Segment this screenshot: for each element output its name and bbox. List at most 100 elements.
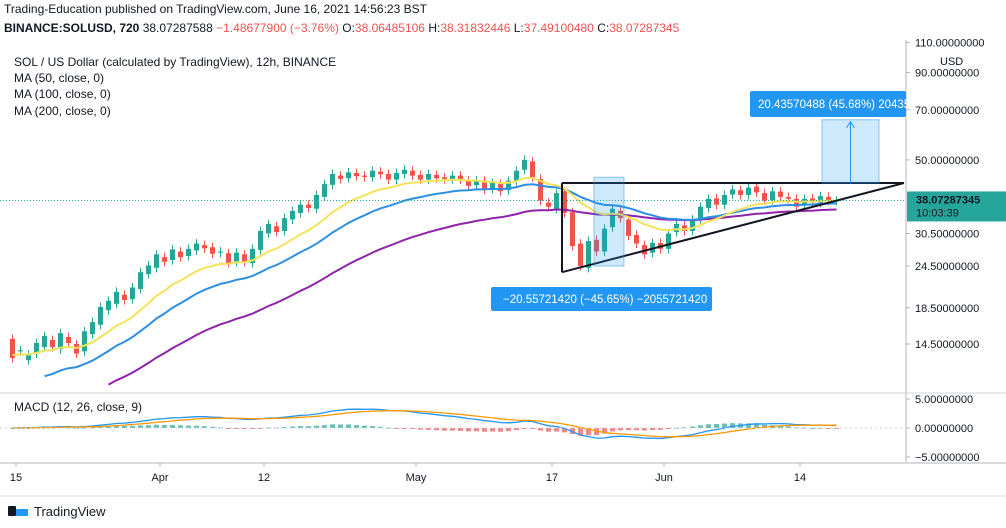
- x-tick-label: 14: [794, 472, 806, 484]
- macd-histogram-bar: [322, 425, 327, 428]
- macd-histogram-bar: [114, 425, 119, 428]
- candle-body: [466, 180, 471, 186]
- macd-tick-label: 0.00000000: [915, 423, 973, 435]
- macd-histogram-bar: [338, 424, 343, 428]
- candle-body: [202, 245, 207, 249]
- x-tick-label: Jun: [655, 472, 673, 484]
- macd-histogram-bar: [162, 424, 167, 428]
- x-tick-label: May: [406, 472, 427, 484]
- macd-histogram-bar: [514, 428, 519, 431]
- macd-histogram-bar: [466, 428, 471, 432]
- candle-body: [370, 170, 375, 178]
- candle-body: [354, 172, 359, 177]
- macd-histogram-bar: [826, 428, 831, 429]
- candle-body: [66, 336, 71, 343]
- candle-body: [746, 187, 751, 195]
- candle-body: [274, 226, 279, 232]
- triangle-support-line: [561, 182, 905, 274]
- macd-histogram-bar: [626, 428, 631, 431]
- candle-body: [42, 336, 47, 348]
- candle-body: [266, 223, 271, 234]
- candle-body: [418, 174, 423, 180]
- drop-measure-box: [593, 176, 625, 267]
- candle-body: [490, 183, 495, 189]
- macd-histogram-bar: [266, 427, 271, 429]
- candle-body: [154, 254, 159, 268]
- macd-histogram-bar: [778, 425, 783, 428]
- macd-histogram-bar: [146, 425, 151, 428]
- macd-histogram-bar: [138, 425, 143, 428]
- legend-ma50[interactable]: MA (50, close, 0): [14, 71, 105, 85]
- candle-body: [482, 180, 487, 190]
- macd-histogram-bar: [106, 426, 111, 428]
- macd-histogram-bar: [682, 427, 687, 429]
- candle-body: [826, 196, 831, 201]
- legend-title: SOL / US Dollar (calculated by TradingVi…: [14, 55, 337, 69]
- candle-body: [754, 186, 759, 193]
- macd-histogram-bar: [714, 424, 719, 428]
- y-tick-label: 90.00000000: [915, 68, 979, 80]
- macd-histogram-bar: [82, 427, 87, 429]
- candle-body: [362, 175, 367, 177]
- candle-body: [18, 350, 23, 352]
- candle-body: [186, 248, 191, 257]
- macd-histogram-bar: [186, 425, 191, 428]
- macd-histogram-bar: [530, 428, 535, 429]
- candle-body: [442, 177, 447, 179]
- candle-body: [410, 170, 415, 176]
- last-price-tag: [907, 191, 1006, 222]
- target-label-box: [750, 91, 906, 117]
- macd-histogram-bar: [754, 423, 759, 428]
- macd-histogram-bar: [210, 426, 215, 428]
- candle-body: [586, 240, 591, 268]
- macd-histogram-bar: [242, 428, 247, 429]
- macd-histogram-bar: [178, 425, 183, 428]
- macd-histogram-bar: [634, 428, 639, 431]
- candle-body: [106, 300, 111, 311]
- candle-body: [786, 196, 791, 199]
- symbol-label: BINANCE:SOLUSD, 720: [4, 21, 140, 35]
- candle-body: [634, 234, 639, 244]
- candle-body: [690, 219, 695, 232]
- x-tick-label: 12: [258, 472, 270, 484]
- macd-histogram-bar: [786, 426, 791, 428]
- macd-histogram-bar: [282, 427, 287, 429]
- macd-histogram-bar: [194, 425, 199, 428]
- high-label: H:: [428, 21, 441, 35]
- macd-histogram-bar: [602, 428, 607, 434]
- legend-ma100[interactable]: MA (100, close, 0): [14, 87, 111, 101]
- candle-body: [282, 218, 287, 232]
- macd-histogram-bar: [130, 425, 135, 428]
- candle-body: [562, 191, 567, 213]
- macd-histogram-bar: [202, 426, 207, 428]
- candle-body: [818, 196, 823, 203]
- candle-body: [498, 184, 503, 192]
- open-value: 38.06485106: [354, 21, 425, 35]
- tradingview-footer[interactable]: TradingView: [8, 500, 106, 522]
- macd-histogram-bar: [762, 424, 767, 428]
- macd-histogram-bar: [418, 428, 423, 430]
- candle-body: [698, 206, 703, 220]
- macd-histogram-bar: [690, 426, 695, 428]
- x-tick-label: 17: [546, 472, 558, 484]
- candle-body: [322, 184, 327, 197]
- macd-histogram-bar: [562, 428, 567, 433]
- ohlc-line: BINANCE:SOLUSD, 720 38.07287588 −1.48677…: [4, 21, 679, 35]
- macd-histogram-bar: [250, 428, 255, 429]
- candle-body: [306, 204, 311, 208]
- legend-macd[interactable]: MACD (12, 26, close, 9): [14, 400, 143, 414]
- candle-body: [450, 175, 455, 179]
- legend-ma200[interactable]: MA (200, close, 0): [14, 104, 111, 118]
- candle-body: [338, 175, 343, 179]
- candle-body: [146, 265, 151, 275]
- macd-histogram-bar: [298, 426, 303, 428]
- candle-body: [730, 189, 735, 195]
- candle-body: [210, 247, 215, 254]
- macd-histogram-bar: [354, 425, 359, 428]
- y-tick-label: 30.50000000: [915, 228, 979, 240]
- y-tick-label: 50.00000000: [915, 155, 979, 167]
- candle-body: [674, 223, 679, 232]
- candle-body: [250, 248, 255, 263]
- candle-body: [554, 193, 559, 209]
